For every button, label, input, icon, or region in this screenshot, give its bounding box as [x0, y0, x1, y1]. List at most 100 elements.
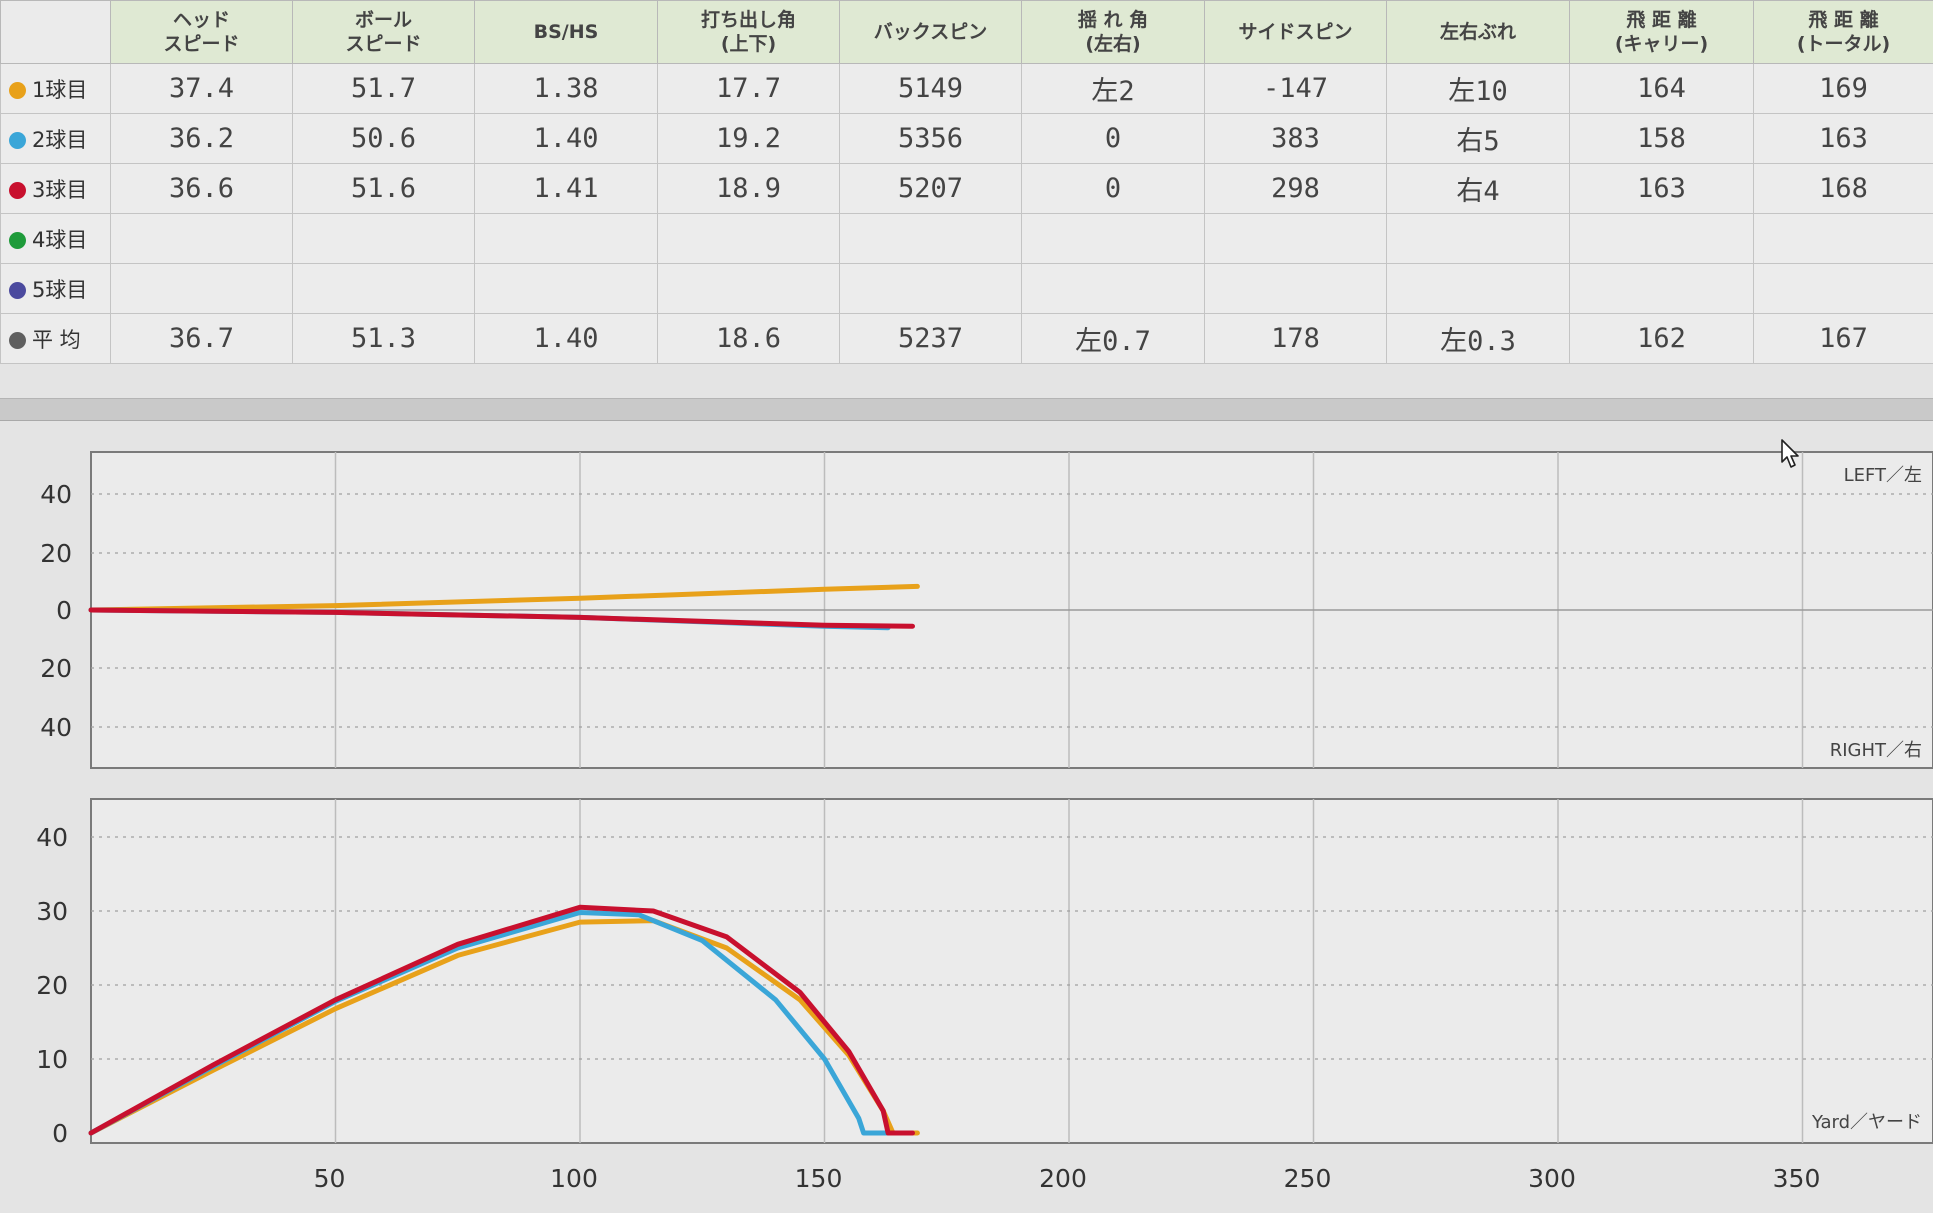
- row-label: 5球目: [0, 263, 111, 314]
- column-header: 飛 距 離 (キャリー): [1569, 0, 1754, 64]
- table-cell: [110, 263, 293, 314]
- table-cell: 50.6: [292, 113, 475, 164]
- shot-color-dot-icon: [9, 81, 26, 99]
- table-cell: [1021, 213, 1205, 264]
- table-cell: 1.40: [474, 313, 658, 364]
- lateral-trajectory-line: [88, 583, 920, 613]
- table-cell: 163: [1569, 163, 1754, 214]
- table-cell: 1.41: [474, 163, 658, 214]
- table-cell: [1204, 213, 1387, 264]
- table-cell: 5149: [839, 63, 1022, 114]
- x-axis-labels: 50 100 150 200 250 300 350: [314, 1164, 1821, 1193]
- column-header: 揺 れ 角 (左右): [1021, 0, 1205, 64]
- table-cell: 19.2: [657, 113, 840, 164]
- table-cell: 1.40: [474, 113, 658, 164]
- table-cell: [657, 263, 840, 314]
- row-label: 平 均: [0, 313, 111, 364]
- table-row[interactable]: 平 均 36.7 51.3 1.40 18.6 5237 左0.7 178 左0.3 162 167: [0, 313, 1933, 364]
- table-cell: [839, 263, 1022, 314]
- table-row[interactable]: 1球目 37.4 51.7 1.38 17.7 5149 左2 -147 左10 164 169: [0, 63, 1933, 114]
- trajectory-height-chart: 40 30 20 10 0 Yard／ヤード: [36, 798, 1933, 1148]
- table-row[interactable]: 3球目 36.6 51.6 1.41 18.9 5207 0 298 右4 163 168: [0, 163, 1933, 214]
- row-label-text: 3球目: [32, 177, 88, 202]
- table-cell: 36.2: [110, 113, 293, 164]
- row-label: 2球目: [0, 113, 111, 164]
- table-cell: 右5: [1386, 113, 1570, 164]
- y-tick-label: 30: [36, 897, 68, 926]
- table-cell: 298: [1204, 163, 1387, 214]
- row-label-text: 4球目: [32, 227, 88, 252]
- table-cell: [657, 213, 840, 264]
- table-cell: 158: [1569, 113, 1754, 164]
- yard-label: Yard／ヤード: [1811, 1112, 1922, 1133]
- x-tick-label: 100: [550, 1164, 598, 1193]
- table-cell: 163: [1753, 113, 1933, 164]
- shot-color-dot-icon: [9, 181, 26, 199]
- table-cell: 左0.7: [1021, 313, 1205, 364]
- column-header: ヘッド スピード: [110, 0, 293, 64]
- table-row[interactable]: 5球目: [0, 263, 1933, 314]
- table-cell: 383: [1204, 113, 1387, 164]
- shot-color-dot-icon: [9, 281, 26, 299]
- height-trajectory-line: [88, 904, 915, 1136]
- table-cell: 164: [1569, 63, 1754, 114]
- table-cell: 0: [1021, 163, 1205, 214]
- lateral-trajectory-line: [88, 607, 915, 629]
- x-tick-label: 150: [795, 1164, 843, 1193]
- table-cell: 18.9: [657, 163, 840, 214]
- table-cell: 178: [1204, 313, 1387, 364]
- mouse-cursor-icon: [1781, 439, 1799, 468]
- table-cell: [1753, 263, 1933, 314]
- table-cell: [839, 213, 1022, 264]
- right-label: RIGHT／右: [1830, 740, 1922, 761]
- table-cell: 左2: [1021, 63, 1205, 114]
- table-cell: 5207: [839, 163, 1022, 214]
- table-cell: 168: [1753, 163, 1933, 214]
- row-label-text: 1球目: [32, 77, 88, 102]
- table-cell: [1204, 263, 1387, 314]
- table-cell: 51.6: [292, 163, 475, 214]
- x-tick-label: 350: [1773, 1164, 1821, 1193]
- table-cell: [1386, 213, 1570, 264]
- y-tick-label: 0: [52, 1119, 68, 1148]
- table-row[interactable]: 2球目 36.2 50.6 1.40 19.2 5356 0 383 右5 158 163: [0, 113, 1933, 164]
- section-separator: [0, 398, 1933, 421]
- column-header: BS/HS: [474, 0, 658, 64]
- shot-color-dot-icon: [9, 131, 26, 149]
- table-cell: [1386, 263, 1570, 314]
- table-row[interactable]: 4球目: [0, 213, 1933, 264]
- table-cell: 36.7: [110, 313, 293, 364]
- table-cell: 18.6: [657, 313, 840, 364]
- table-cell: 167: [1753, 313, 1933, 364]
- row-label: 3球目: [0, 163, 111, 214]
- x-tick-label: 50: [314, 1164, 346, 1193]
- x-tick-label: 250: [1284, 1164, 1332, 1193]
- x-tick-label: 300: [1528, 1164, 1576, 1193]
- y-tick-label: 10: [36, 1045, 68, 1074]
- table-cell: 1.38: [474, 63, 658, 114]
- left-label: LEFT／左: [1844, 465, 1922, 486]
- column-header: 左右ぶれ: [1386, 0, 1570, 64]
- column-header: バックスピン: [839, 0, 1022, 64]
- table-cell: 37.4: [110, 63, 293, 114]
- table-cell: 17.7: [657, 63, 840, 114]
- shot-color-dot-icon: [9, 331, 26, 349]
- table-cell: 左0.3: [1386, 313, 1570, 364]
- y-tick-label: 0: [56, 596, 72, 625]
- lateral-deviation-chart: 40 20 0 20 40 LEFT／左 RIGHT／右: [40, 451, 1933, 769]
- table-cell: [292, 263, 475, 314]
- table-cell: [292, 213, 475, 264]
- table-cell: 169: [1753, 63, 1933, 114]
- shot-color-dot-icon: [9, 231, 26, 249]
- table-cell: 162: [1569, 313, 1754, 364]
- table-header-row: ヘッド スピード ボール スピード BS/HS 打ち出し角 (上下) バックスピン揺 れ…: [0, 0, 1933, 64]
- height-plot-area: [90, 798, 1933, 1144]
- row-label-text: 5球目: [32, 277, 88, 302]
- row-label-text: 平 均: [32, 327, 81, 352]
- shot-data-table: ヘッド スピード ボール スピード BS/HS 打ち出し角 (上下) バックスピン揺 れ…: [0, 0, 1933, 364]
- y-tick-label: 20: [40, 654, 72, 683]
- row-label: 4球目: [0, 213, 111, 264]
- table-cell: [1569, 213, 1754, 264]
- table-cell: 51.7: [292, 63, 475, 114]
- column-header: サイドスピン: [1204, 0, 1387, 64]
